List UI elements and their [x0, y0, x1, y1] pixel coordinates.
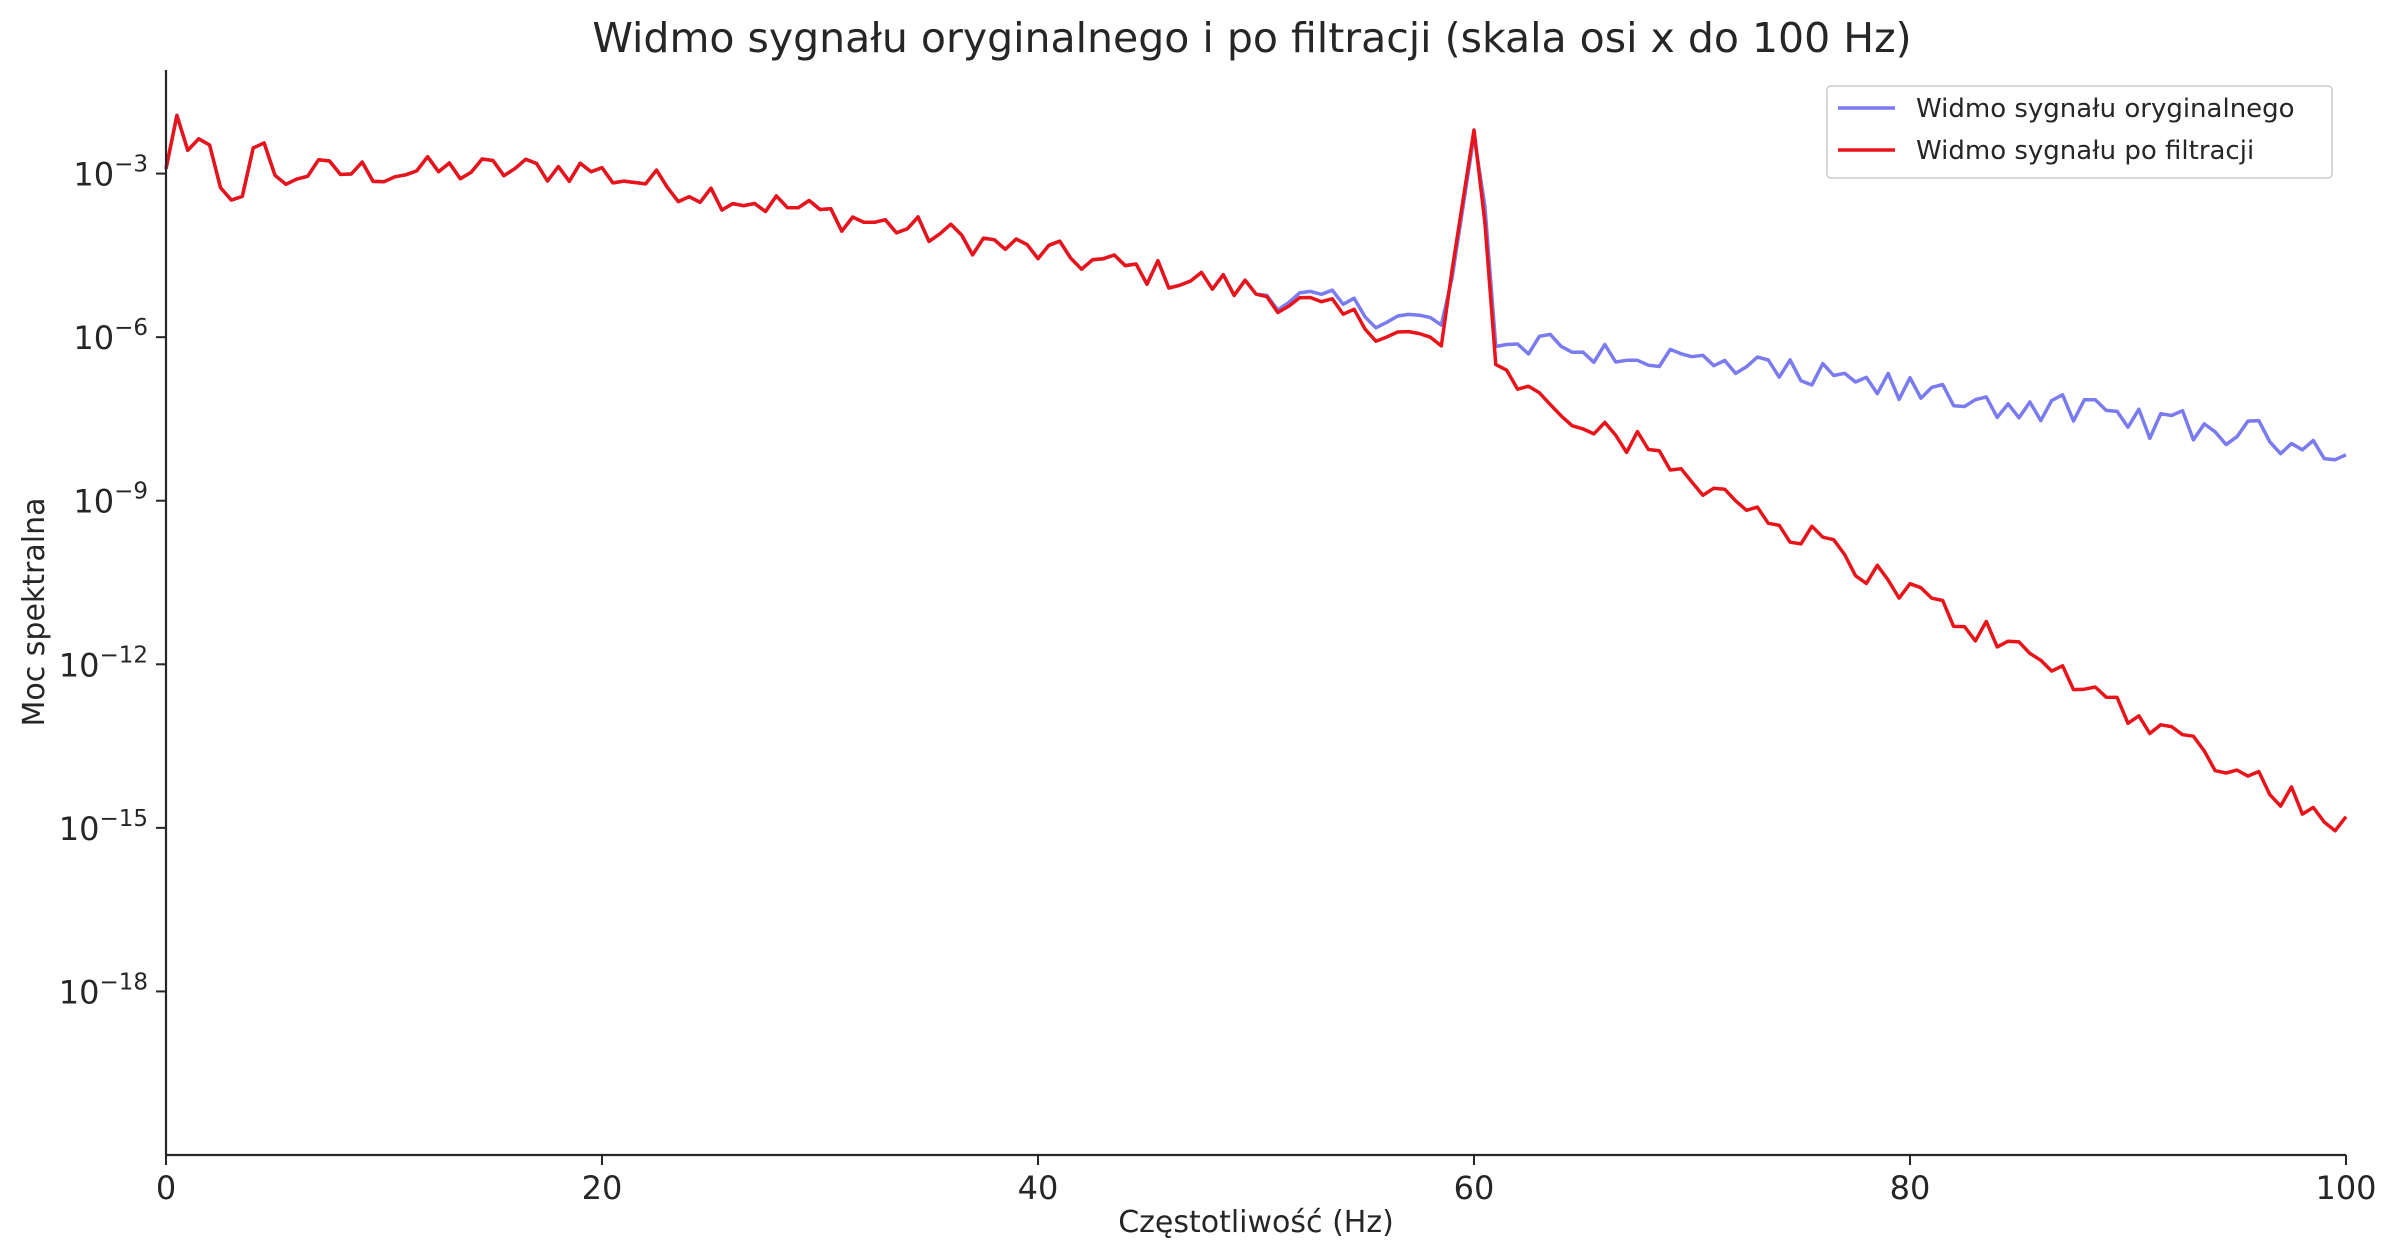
legend: Widmo sygnału oryginalnego Widmo sygnału…	[1826, 85, 2333, 179]
legend-box	[1826, 85, 2333, 179]
y-tick-label: 10−15	[59, 806, 148, 848]
y-tick-label: 10−9	[73, 479, 148, 521]
y-tick-label: 10−3	[73, 152, 148, 194]
x-tick-label: 80	[1890, 1169, 1931, 1207]
y-ticks: 10−3 10−6 10−9 10−12 10−15 10−18	[59, 152, 166, 1011]
y-axis-label: Moc spektralna	[17, 498, 52, 727]
x-tick-label: 20	[582, 1169, 623, 1207]
x-tick-label: 100	[2315, 1169, 2376, 1207]
x-axis-label: Częstotliwość (Hz)	[1118, 1205, 1394, 1240]
x-tick-label: 0	[156, 1169, 176, 1207]
legend-label-original: Widmo sygnału oryginalnego	[1916, 94, 2295, 124]
legend-label-filtered: Widmo sygnału po filtracji	[1916, 136, 2254, 166]
series-line-filtered	[164, 113, 2348, 833]
x-ticks: 0 20 40 60 80 100	[156, 1155, 2377, 1207]
y-tick-label: 10−12	[59, 642, 148, 684]
series-layer	[164, 113, 2348, 833]
chart-title: Widmo sygnału oryginalnego i po filtracj…	[592, 14, 1911, 62]
x-tick-label: 40	[1018, 1169, 1059, 1207]
y-tick-label: 10−6	[73, 315, 148, 357]
plot-area: 0 20 40 60 80 100 10−3 10−6 10−9 10−12 10−15 10−18	[59, 70, 2377, 1207]
y-tick-label: 10−18	[59, 969, 148, 1011]
x-tick-label: 60	[1454, 1169, 1495, 1207]
